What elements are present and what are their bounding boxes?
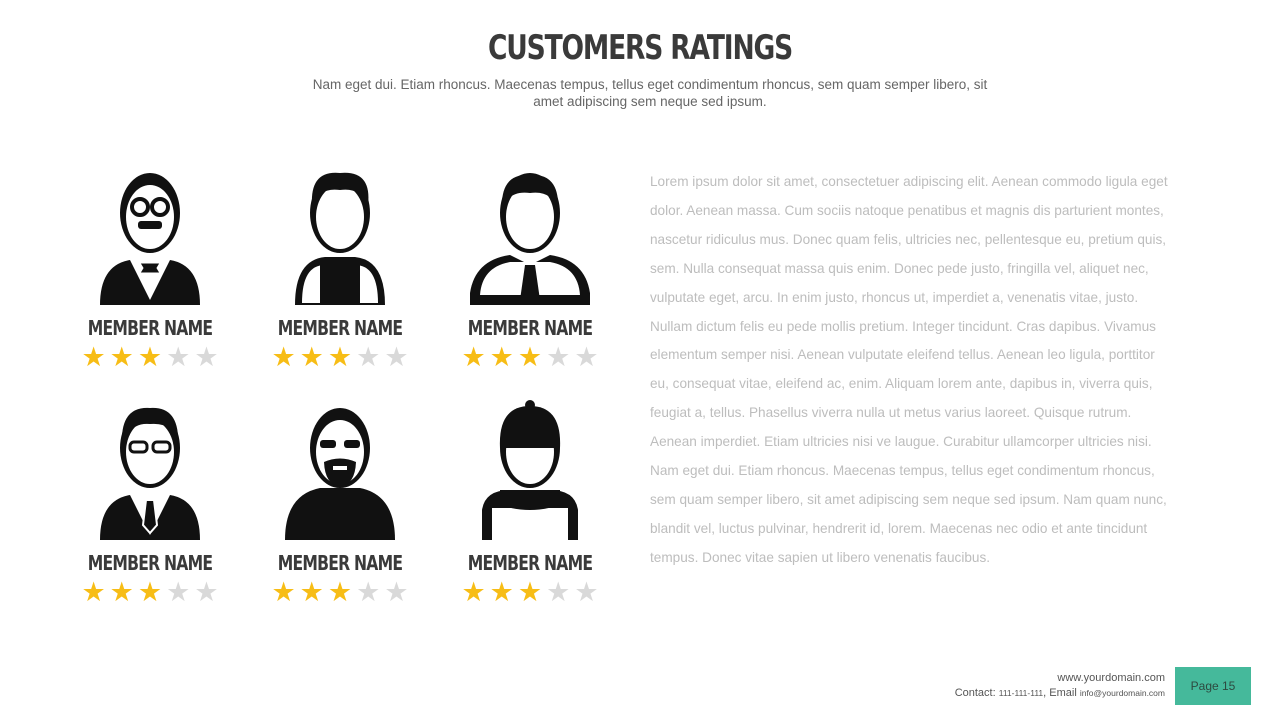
page-title: CUSTOMERS RATINGS: [487, 28, 793, 68]
star-icon: ★: [356, 342, 381, 372]
star-icon: ★: [109, 577, 134, 607]
star-icon: ★: [166, 342, 191, 372]
member-card: MEMBER NAME ★ ★ ★ ★ ★: [450, 400, 610, 607]
star-icon: ★: [299, 342, 324, 372]
member-name: MEMBER NAME: [467, 316, 593, 340]
star-icon: ★: [194, 577, 219, 607]
star-icon: ★: [81, 577, 106, 607]
star-icon: ★: [109, 342, 134, 372]
glasses-suit-avatar-icon: [100, 407, 200, 540]
businessman-tie-avatar-icon: [470, 173, 590, 305]
member-name: MEMBER NAME: [87, 551, 213, 575]
star-icon: ★: [356, 577, 381, 607]
email-label: , Email: [1043, 687, 1080, 699]
member-name: MEMBER NAME: [467, 551, 593, 575]
star-rating: ★ ★ ★ ★ ★: [70, 577, 230, 607]
star-icon: ★: [461, 577, 486, 607]
member-card: MEMBER NAME ★ ★ ★ ★ ★: [450, 165, 610, 372]
star-icon: ★: [489, 342, 514, 372]
phone: 111-111-111: [998, 688, 1044, 698]
star-icon: ★: [384, 342, 409, 372]
page-subtitle: Nam eget dui. Etiam rhoncus. Maecenas te…: [312, 77, 988, 109]
star-icon: ★: [517, 577, 543, 607]
contact-label: Contact:: [954, 687, 999, 699]
star-icon: ★: [271, 342, 296, 372]
star-icon: ★: [166, 577, 191, 607]
star-icon: ★: [574, 342, 599, 372]
website: www.yourdomain.com: [1057, 672, 1165, 684]
star-icon: ★: [137, 577, 163, 607]
star-rating: ★ ★ ★ ★ ★: [70, 342, 230, 372]
star-icon: ★: [271, 577, 296, 607]
page-number: Page 15: [1175, 667, 1251, 705]
body-paragraph: Lorem ipsum dolor sit amet, consectetuer…: [650, 174, 1168, 565]
email: info@yourdomain.com: [1079, 688, 1165, 698]
member-card: MEMBER NAME ★ ★ ★ ★ ★: [70, 400, 230, 607]
star-icon: ★: [489, 577, 514, 607]
star-rating: ★ ★ ★ ★ ★: [450, 342, 610, 372]
bearded-man-avatar-icon: [285, 408, 395, 540]
old-man-bowtie-avatar-icon: [100, 173, 200, 305]
star-icon: ★: [461, 342, 486, 372]
star-icon: ★: [327, 342, 353, 372]
member-card: MEMBER NAME ★ ★ ★ ★ ★: [260, 165, 420, 372]
star-rating: ★ ★ ★ ★ ★: [260, 577, 420, 607]
star-rating: ★ ★ ★ ★ ★: [260, 342, 420, 372]
star-icon: ★: [299, 577, 324, 607]
star-rating: ★ ★ ★ ★ ★: [450, 577, 610, 607]
member-name: MEMBER NAME: [277, 316, 403, 340]
star-icon: ★: [546, 577, 571, 607]
member-name: MEMBER NAME: [277, 551, 403, 575]
star-icon: ★: [137, 342, 163, 372]
star-icon: ★: [517, 342, 543, 372]
member-card: MEMBER NAME ★ ★ ★ ★ ★: [70, 165, 230, 372]
worker-cap-avatar-icon: [482, 400, 578, 540]
star-icon: ★: [384, 577, 409, 607]
curly-hair-avatar-icon: [295, 172, 385, 305]
footer-contact: www.yourdomain.com Contact: 111-111-111,…: [955, 671, 1165, 701]
star-icon: ★: [574, 577, 599, 607]
member-name: MEMBER NAME: [87, 316, 213, 340]
star-icon: ★: [194, 342, 219, 372]
star-icon: ★: [327, 577, 353, 607]
member-card: MEMBER NAME ★ ★ ★ ★ ★: [260, 400, 420, 607]
star-icon: ★: [81, 342, 106, 372]
star-icon: ★: [546, 342, 571, 372]
